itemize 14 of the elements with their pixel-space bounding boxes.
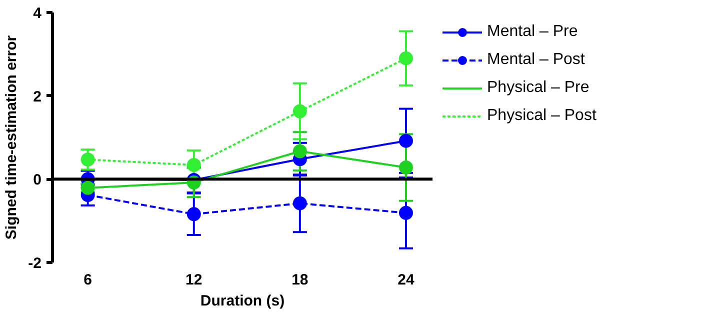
legend-label: Mental – Post [487, 51, 585, 69]
legend-label: Physical – Post [487, 107, 596, 125]
x-tick-label: 12 [186, 272, 202, 288]
y-tick-label: 0 [33, 172, 42, 189]
legend-label: Mental – Pre [487, 23, 578, 41]
y-tick-label: -2 [28, 255, 42, 272]
x-tick-label: 18 [292, 272, 308, 288]
x-tick-label: 6 [84, 272, 92, 288]
x-axis-title: Duration (s) [200, 292, 285, 310]
y-axis-title: Signed time-estimation error [3, 35, 20, 240]
y-tick-label: 4 [33, 5, 42, 22]
legend-label: Physical – Pre [487, 79, 590, 97]
x-tick-label: 24 [398, 272, 415, 288]
y-tick-label: 2 [33, 88, 42, 106]
